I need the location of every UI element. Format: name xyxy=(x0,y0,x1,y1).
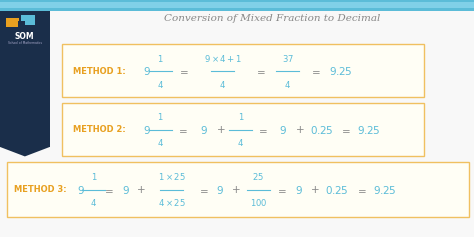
Bar xyxy=(0,0,50,147)
Text: METHOD 3:: METHOD 3: xyxy=(14,185,67,194)
Text: $1$: $1$ xyxy=(157,111,164,122)
Text: $+$: $+$ xyxy=(216,124,225,135)
Text: $4$: $4$ xyxy=(91,197,97,208)
Text: $9$: $9$ xyxy=(122,184,129,196)
Text: $9.25$: $9.25$ xyxy=(329,65,353,77)
Text: $4$: $4$ xyxy=(157,137,164,148)
Text: $1$: $1$ xyxy=(157,53,164,64)
Polygon shape xyxy=(0,147,50,156)
Text: $=$: $=$ xyxy=(102,185,114,195)
Text: $37$: $37$ xyxy=(282,53,294,64)
Bar xyxy=(0,0,474,11)
Text: $=$: $=$ xyxy=(339,125,351,135)
Text: $+$: $+$ xyxy=(295,124,304,135)
Text: $4$: $4$ xyxy=(219,79,226,90)
Text: $9$: $9$ xyxy=(279,124,286,136)
Text: $4$: $4$ xyxy=(237,137,244,148)
Text: $=$: $=$ xyxy=(254,66,265,76)
Text: $=$: $=$ xyxy=(197,185,209,195)
Text: $=$: $=$ xyxy=(310,66,321,76)
Text: $+$: $+$ xyxy=(231,184,240,195)
Text: $4 \times 25$: $4 \times 25$ xyxy=(158,197,185,208)
Bar xyxy=(21,15,35,25)
Text: $=$: $=$ xyxy=(356,185,367,195)
Text: $25$: $25$ xyxy=(252,171,264,182)
Text: $=$: $=$ xyxy=(176,125,187,135)
Text: METHOD 1:: METHOD 1: xyxy=(73,67,126,76)
Text: $1$: $1$ xyxy=(237,111,244,122)
FancyBboxPatch shape xyxy=(62,44,424,97)
Text: School of Mathematics: School of Mathematics xyxy=(8,41,42,45)
FancyBboxPatch shape xyxy=(62,103,424,156)
Text: $9 \times 4 + 1$: $9 \times 4 + 1$ xyxy=(204,53,242,64)
Text: $9$: $9$ xyxy=(143,65,151,77)
Text: $9$: $9$ xyxy=(77,184,84,196)
Text: $9.25$: $9.25$ xyxy=(373,184,397,196)
Text: $1 \times 25$: $1 \times 25$ xyxy=(158,171,185,182)
FancyBboxPatch shape xyxy=(7,162,469,217)
Text: $9$: $9$ xyxy=(216,184,223,196)
Text: $=$: $=$ xyxy=(177,66,188,76)
Text: $+$: $+$ xyxy=(310,184,320,195)
Bar xyxy=(18,21,25,27)
Text: $9$: $9$ xyxy=(143,124,151,136)
Text: Conversion of Mixed Fraction to Decimal: Conversion of Mixed Fraction to Decimal xyxy=(164,14,381,23)
Text: $1$: $1$ xyxy=(91,171,97,182)
Text: $=$: $=$ xyxy=(275,185,286,195)
Bar xyxy=(6,18,19,27)
Text: $=$: $=$ xyxy=(256,125,268,135)
Text: $0.25$: $0.25$ xyxy=(310,124,333,136)
Text: $9$: $9$ xyxy=(295,184,302,196)
Text: $+$: $+$ xyxy=(137,184,146,195)
Text: $4$: $4$ xyxy=(284,79,291,90)
Text: $9.25$: $9.25$ xyxy=(357,124,381,136)
Text: $0.25$: $0.25$ xyxy=(325,184,348,196)
Bar xyxy=(0,2,474,8)
Text: $100$: $100$ xyxy=(249,197,267,208)
Text: METHOD 2:: METHOD 2: xyxy=(73,125,126,134)
Text: SOM: SOM xyxy=(15,32,35,41)
Text: $4$: $4$ xyxy=(157,79,164,90)
Text: $9$: $9$ xyxy=(200,124,208,136)
